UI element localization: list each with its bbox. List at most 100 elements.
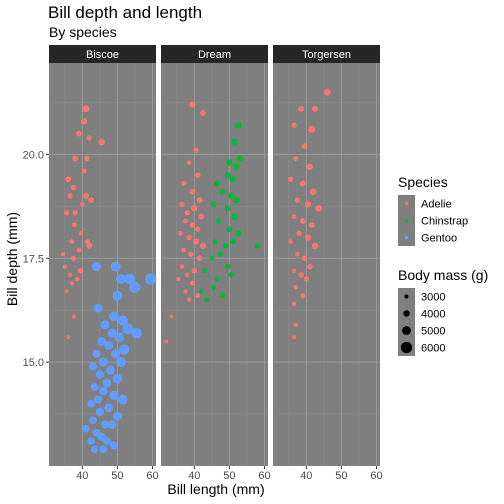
facet-panels: Biscoe 40 50 60 Dream 40 50 60 Torgersen 40 50 60 bbox=[49, 45, 383, 482]
data-point-adelie bbox=[312, 105, 319, 112]
data-point-gentoo bbox=[104, 403, 113, 413]
body-mass-legend: Body mass (g) 3000 4000 5000 6000 bbox=[398, 267, 488, 356]
data-point-gentoo bbox=[109, 441, 118, 450]
data-point-adelie bbox=[164, 339, 169, 344]
data-point-chinstrap bbox=[216, 218, 222, 224]
data-point-adelie bbox=[78, 231, 84, 236]
data-point-adelie bbox=[72, 210, 78, 216]
data-point-adelie bbox=[183, 289, 188, 294]
data-point-gentoo bbox=[107, 328, 117, 338]
data-point-gentoo bbox=[129, 281, 141, 293]
data-point-adelie bbox=[288, 239, 293, 244]
data-point-adelie bbox=[62, 264, 67, 269]
facet-strip-label: Torgersen bbox=[302, 49, 351, 61]
data-point-chinstrap bbox=[211, 285, 216, 290]
data-point-adelie bbox=[63, 209, 70, 216]
data-point-adelie bbox=[303, 276, 309, 282]
data-point-gentoo bbox=[93, 303, 103, 313]
data-point-gentoo bbox=[117, 394, 128, 405]
data-point-gentoo bbox=[95, 370, 104, 379]
data-point-adelie bbox=[200, 110, 206, 116]
data-point-chinstrap bbox=[224, 205, 231, 212]
data-point-adelie bbox=[193, 147, 199, 153]
data-point-adelie bbox=[88, 197, 94, 203]
data-point-chinstrap bbox=[235, 230, 242, 237]
data-point-adelie bbox=[74, 276, 80, 282]
data-point-adelie bbox=[191, 205, 198, 212]
data-point-gentoo bbox=[112, 290, 123, 301]
data-point-adelie bbox=[310, 188, 317, 196]
data-point-adelie bbox=[178, 231, 183, 236]
x-tick-label: 50 bbox=[223, 470, 235, 482]
legend-label: 5000 bbox=[421, 326, 445, 338]
data-point-adelie bbox=[291, 301, 297, 307]
data-point-adelie bbox=[300, 293, 306, 299]
data-point-gentoo bbox=[124, 273, 136, 285]
facet-strip bbox=[49, 45, 156, 63]
data-point-chinstrap bbox=[219, 293, 225, 299]
chart-subtitle: By species bbox=[49, 24, 117, 40]
data-point-adelie bbox=[305, 201, 312, 208]
data-point-adelie bbox=[298, 105, 304, 112]
data-point-gentoo bbox=[114, 332, 125, 343]
facet-strip bbox=[161, 45, 268, 63]
x-tick-label: 40 bbox=[76, 470, 88, 482]
data-point-adelie bbox=[71, 222, 77, 228]
data-point-adelie bbox=[292, 335, 296, 340]
data-point-gentoo bbox=[95, 407, 104, 417]
data-point-adelie bbox=[82, 192, 89, 199]
facet-panel-biscoe: Biscoe 40 50 60 bbox=[49, 45, 159, 482]
data-point-adelie bbox=[295, 197, 301, 203]
data-point-adelie bbox=[300, 218, 306, 224]
legend-label: 3000 bbox=[421, 292, 445, 304]
data-point-adelie bbox=[86, 242, 93, 249]
data-point-adelie bbox=[66, 335, 71, 340]
data-point-adelie bbox=[305, 234, 312, 241]
data-point-gentoo bbox=[106, 366, 115, 375]
data-point-adelie bbox=[67, 272, 73, 278]
data-point-adelie bbox=[169, 314, 174, 319]
body-mass-legend-title: Body mass (g) bbox=[398, 267, 488, 283]
y-axis-title: Bill depth (mm) bbox=[4, 212, 20, 306]
x-tick-label: 50 bbox=[335, 470, 347, 482]
data-point-chinstrap bbox=[231, 213, 238, 220]
data-point-adelie bbox=[181, 247, 187, 253]
data-point-gentoo bbox=[97, 337, 106, 346]
data-point-adelie bbox=[200, 242, 207, 249]
data-point-gentoo bbox=[119, 344, 130, 355]
data-point-gentoo bbox=[87, 437, 95, 445]
data-point-adelie bbox=[80, 202, 85, 207]
data-point-chinstrap bbox=[230, 238, 236, 245]
data-point-chinstrap bbox=[214, 180, 220, 187]
data-point-adelie bbox=[287, 176, 294, 182]
data-point-adelie bbox=[190, 280, 196, 286]
data-point-gentoo bbox=[145, 273, 157, 285]
data-point-adelie bbox=[176, 276, 181, 282]
data-point-gentoo bbox=[99, 445, 108, 454]
data-point-gentoo bbox=[88, 362, 97, 371]
data-point-chinstrap bbox=[214, 276, 220, 282]
data-point-adelie bbox=[65, 176, 72, 183]
data-point-chinstrap bbox=[223, 243, 229, 249]
data-point-adelie bbox=[195, 293, 201, 299]
data-point-gentoo bbox=[131, 328, 142, 339]
data-point-chinstrap bbox=[218, 251, 224, 257]
facet-panel-dream: Dream 40 50 60 bbox=[161, 45, 271, 482]
data-point-adelie bbox=[179, 264, 185, 269]
data-point-chinstrap bbox=[231, 138, 238, 146]
x-tick-label: 60 bbox=[370, 470, 382, 482]
data-point-chinstrap bbox=[233, 163, 240, 171]
legend-swatch bbox=[404, 201, 409, 206]
data-point-gentoo bbox=[104, 341, 113, 350]
data-point-chinstrap bbox=[213, 239, 218, 245]
data-point-gentoo bbox=[116, 274, 126, 284]
data-point-gentoo bbox=[81, 424, 90, 433]
legend-label: 6000 bbox=[421, 343, 445, 355]
facet-strip-label: Dream bbox=[198, 49, 231, 61]
data-point-chinstrap bbox=[224, 172, 231, 179]
data-point-adelie bbox=[295, 251, 300, 257]
data-point-adelie bbox=[61, 252, 65, 257]
x-axis-title: Bill length (mm) bbox=[167, 481, 264, 497]
data-point-adelie bbox=[198, 213, 205, 220]
data-point-adelie bbox=[185, 272, 190, 278]
